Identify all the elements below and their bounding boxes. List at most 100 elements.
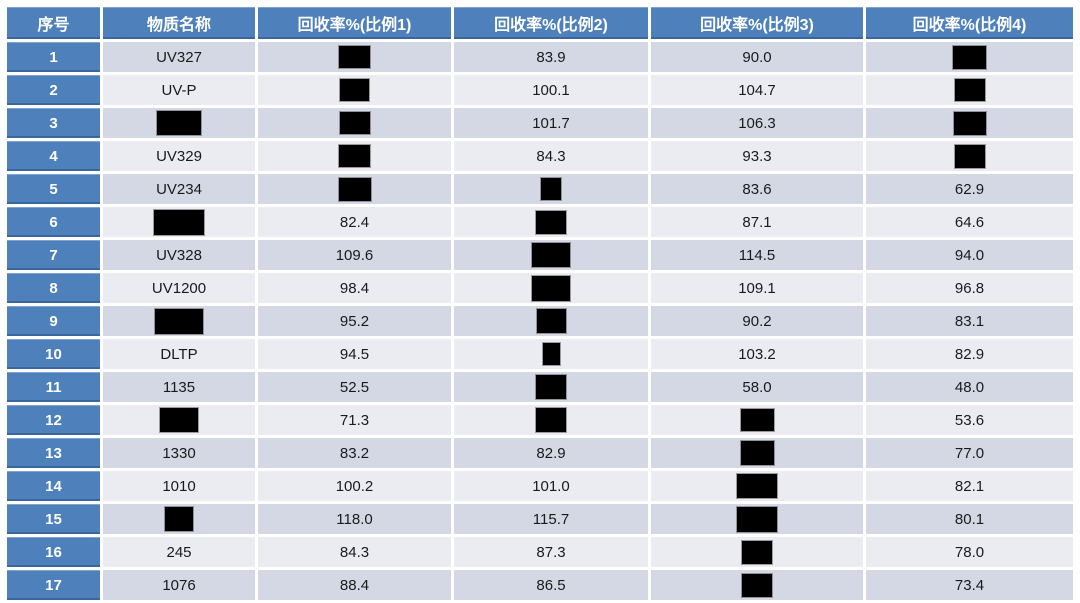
recovery-value-cell: 73.4 [866, 570, 1073, 600]
recovery-value-cell [258, 75, 451, 105]
recovery-rate-table: 序号 物质名称 回收率%(比例1) 回收率%(比例2) 回收率%(比例3) 回收率%(比例… [4, 4, 1076, 603]
recovery-value-cell: 80.1 [866, 504, 1073, 534]
recovery-value-cell: 52.5 [258, 372, 451, 402]
recovery-value-cell: 62.9 [866, 174, 1073, 204]
recovery-value-cell: 83.6 [651, 174, 863, 204]
column-header-4: 回收率%(比例2) [454, 7, 648, 39]
redaction-box [739, 440, 775, 466]
redaction-box [531, 242, 571, 268]
recovery-value-cell: 101.7 [454, 108, 648, 138]
redaction-box [156, 110, 202, 136]
recovery-value-cell: 82.9 [454, 438, 648, 468]
redaction-box [540, 177, 562, 201]
row-number-cell: 13 [7, 438, 100, 468]
column-header-6: 回收率%(比例4) [866, 7, 1073, 39]
table-row-2: 2 UV-P 100.1 104.7 [7, 75, 1073, 105]
substance-name-cell: UV329 [103, 141, 255, 171]
recovery-value-cell: 83.9 [454, 42, 648, 72]
recovery-value-cell: 115.7 [454, 504, 648, 534]
recovery-value-cell [258, 141, 451, 171]
recovery-value-cell [651, 504, 863, 534]
recovery-value-cell: 77.0 [866, 438, 1073, 468]
row-number-cell: 5 [7, 174, 100, 204]
substance-name-cell [103, 306, 255, 336]
table-row-3: 3 101.7 106.3 [7, 108, 1073, 138]
redaction-box [164, 506, 194, 532]
table-row-13: 13 1330 83.2 82.9 77.0 [7, 438, 1073, 468]
table-row-12: 12 71.3 53.6 [7, 405, 1073, 435]
substance-name-cell: 1135 [103, 372, 255, 402]
redaction-box [535, 308, 567, 334]
recovery-value-cell [454, 405, 648, 435]
table-row-5: 5 UV234 83.6 62.9 [7, 174, 1073, 204]
recovery-value-cell [651, 570, 863, 600]
redaction-box [541, 342, 561, 366]
table-row-1: 1 UV327 83.9 90.0 [7, 42, 1073, 72]
recovery-value-cell [258, 42, 451, 72]
recovery-value-cell: 83.1 [866, 306, 1073, 336]
column-header-3: 回收率%(比例1) [258, 7, 451, 39]
table-row-15: 15 118.0 115.7 80.1 [7, 504, 1073, 534]
recovery-value-cell [454, 240, 648, 270]
header-row: 序号 物质名称 回收率%(比例1) 回收率%(比例2) 回收率%(比例3) 回收率%(比例… [7, 7, 1073, 39]
recovery-value-cell: 100.2 [258, 471, 451, 501]
recovery-value-cell: 109.1 [651, 273, 863, 303]
recovery-value-cell [651, 471, 863, 501]
recovery-value-cell: 83.2 [258, 438, 451, 468]
redaction-box [736, 473, 778, 499]
redaction-box [531, 274, 571, 302]
recovery-value-cell: 53.6 [866, 405, 1073, 435]
row-number-cell: 7 [7, 240, 100, 270]
column-header-2: 物质名称 [103, 7, 255, 39]
recovery-value-cell: 90.2 [651, 306, 863, 336]
row-number-cell: 11 [7, 372, 100, 402]
recovery-value-cell: 71.3 [258, 405, 451, 435]
substance-name-cell [103, 504, 255, 534]
substance-name-cell [103, 108, 255, 138]
table-row-10: 10 DLTP 94.5 103.2 82.9 [7, 339, 1073, 369]
redaction-box [154, 307, 204, 335]
table-row-6: 6 82.4 87.1 64.6 [7, 207, 1073, 237]
row-number-cell: 2 [7, 75, 100, 105]
recovery-value-cell [651, 438, 863, 468]
row-number-cell: 6 [7, 207, 100, 237]
recovery-value-cell: 84.3 [454, 141, 648, 171]
recovery-value-cell: 118.0 [258, 504, 451, 534]
redaction-box [535, 407, 567, 433]
row-number-cell: 16 [7, 537, 100, 567]
redaction-box [338, 111, 371, 135]
recovery-value-cell: 88.4 [258, 570, 451, 600]
recovery-value-cell: 104.7 [651, 75, 863, 105]
substance-name-cell: 1010 [103, 471, 255, 501]
recovery-value-cell [258, 174, 451, 204]
row-number-cell: 14 [7, 471, 100, 501]
recovery-value-cell: 64.6 [866, 207, 1073, 237]
redaction-box [741, 572, 773, 598]
column-header-1: 序号 [7, 7, 100, 39]
row-number-cell: 4 [7, 141, 100, 171]
table-row-8: 8 UV1200 98.4 109.1 96.8 [7, 273, 1073, 303]
recovery-value-cell: 86.5 [454, 570, 648, 600]
recovery-value-cell: 96.8 [866, 273, 1073, 303]
recovery-value-cell [454, 339, 648, 369]
recovery-value-cell: 98.4 [258, 273, 451, 303]
table-body: 1 UV327 83.9 90.0 2 UV-P 100.1 104.7 3 101.7 106.3… [7, 42, 1073, 603]
row-number-cell: 15 [7, 504, 100, 534]
row-number-cell: 12 [7, 405, 100, 435]
row-number-cell: 17 [7, 570, 100, 600]
redaction-box [338, 144, 371, 168]
redaction-box [741, 539, 773, 565]
recovery-value-cell: 84.3 [258, 537, 451, 567]
redaction-box [337, 176, 372, 202]
table-row-7: 7 UV328 109.6 114.5 94.0 [7, 240, 1073, 270]
redaction-box [952, 110, 987, 136]
substance-name-cell: UV328 [103, 240, 255, 270]
recovery-value-cell [454, 174, 648, 204]
redaction-box [339, 78, 370, 102]
recovery-value-cell: 94.0 [866, 240, 1073, 270]
row-number-cell: 8 [7, 273, 100, 303]
recovery-value-cell: 48.0 [866, 372, 1073, 402]
substance-name-cell: 1330 [103, 438, 255, 468]
recovery-value-cell [651, 405, 863, 435]
